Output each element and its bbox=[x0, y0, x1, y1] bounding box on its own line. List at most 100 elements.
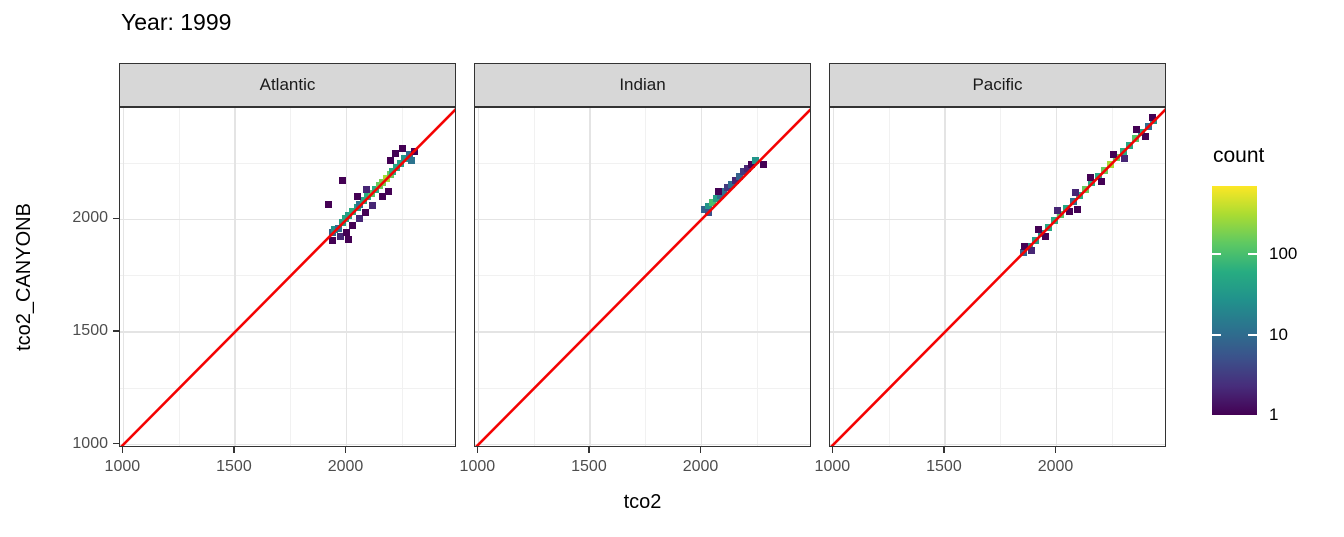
facet-strip-label: Pacific bbox=[972, 75, 1023, 94]
y-tick-mark bbox=[113, 442, 119, 445]
x-axis-title: tco2 bbox=[623, 491, 662, 513]
facet-strip-indian: Indian bbox=[474, 63, 811, 107]
count-bin bbox=[1066, 208, 1074, 216]
x-tick-label: 1000 bbox=[104, 458, 141, 475]
gridline-minor bbox=[120, 387, 455, 389]
count-bin bbox=[1074, 205, 1082, 213]
facet-strip-atlantic: Atlantic bbox=[119, 63, 456, 107]
count-bin bbox=[1071, 188, 1079, 196]
gridline-major bbox=[475, 218, 810, 221]
count-bin bbox=[339, 177, 347, 185]
count-bin bbox=[1086, 174, 1094, 182]
count-bin bbox=[1109, 150, 1117, 158]
gridline-minor bbox=[533, 108, 535, 446]
x-tick-label: 1500 bbox=[571, 458, 607, 475]
legend-tick-label: 100 bbox=[1269, 244, 1298, 264]
y-tick-label: 1000 bbox=[72, 434, 108, 452]
count-bin bbox=[752, 156, 760, 164]
gridline-major bbox=[120, 443, 455, 446]
gridline-major bbox=[477, 108, 480, 446]
x-tick-label: 2000 bbox=[327, 458, 364, 475]
facet-panel-indian bbox=[474, 107, 811, 447]
x-tick-mark bbox=[476, 447, 479, 453]
x-tick-mark bbox=[121, 447, 124, 453]
count-bin bbox=[1148, 113, 1156, 121]
count-bin bbox=[715, 187, 723, 195]
count-bin bbox=[1032, 236, 1040, 244]
count-bin bbox=[361, 208, 369, 216]
gridline-major bbox=[120, 218, 455, 221]
count-bin bbox=[1041, 232, 1049, 240]
count-bin bbox=[349, 222, 357, 230]
facet-panel-atlantic bbox=[119, 107, 456, 447]
gridline-minor bbox=[830, 162, 1165, 164]
facet-strip-label: Indian bbox=[619, 75, 666, 94]
x-tick-label: 1500 bbox=[216, 458, 252, 475]
count-bin bbox=[324, 200, 332, 208]
plot-title: Year: 1999 bbox=[121, 9, 232, 35]
count-bin bbox=[1100, 166, 1108, 174]
y-tick-mark bbox=[113, 217, 119, 220]
count-bin bbox=[343, 228, 351, 236]
legend-tick-mark bbox=[1248, 253, 1257, 256]
legend-title: count bbox=[1213, 144, 1265, 167]
x-tick-mark bbox=[943, 447, 945, 453]
legend-colorbar bbox=[1212, 186, 1257, 415]
x-tick-label: 2000 bbox=[1037, 458, 1074, 475]
gridline-minor bbox=[830, 275, 1165, 277]
gridline-major bbox=[589, 108, 591, 446]
identity-line bbox=[475, 108, 810, 446]
gridline-major bbox=[234, 108, 236, 446]
count-bin bbox=[399, 145, 407, 153]
gridline-minor bbox=[830, 387, 1165, 389]
y-axis-title: tco2_CANYONB bbox=[13, 203, 35, 351]
count-bin bbox=[368, 202, 376, 210]
gridline-major bbox=[345, 108, 348, 446]
gridline-minor bbox=[475, 275, 810, 277]
count-bin bbox=[363, 186, 371, 194]
facet-panel-pacific bbox=[829, 107, 1166, 447]
gridline-major bbox=[832, 108, 835, 446]
x-tick-label: 1000 bbox=[814, 458, 851, 475]
count-bin bbox=[1119, 147, 1127, 155]
gridline-major bbox=[120, 331, 455, 333]
count-bin bbox=[1069, 198, 1077, 206]
count-bin bbox=[411, 148, 419, 156]
gridline-minor bbox=[888, 108, 890, 446]
x-tick-label: 1000 bbox=[459, 458, 496, 475]
count-bin bbox=[1082, 185, 1090, 193]
count-bin bbox=[329, 236, 337, 244]
gridline-minor bbox=[1000, 108, 1002, 446]
legend-tick-label: 1 bbox=[1269, 405, 1279, 424]
count-bin bbox=[345, 235, 353, 243]
x-tick-mark bbox=[588, 447, 590, 453]
gridline-minor bbox=[120, 275, 455, 277]
count-bin bbox=[1125, 141, 1133, 149]
legend-tick-label: 10 bbox=[1269, 324, 1288, 344]
gridline-major bbox=[1055, 108, 1058, 446]
x-tick-label: 2000 bbox=[682, 458, 719, 475]
gridline-minor bbox=[475, 387, 810, 389]
x-tick-mark bbox=[233, 447, 235, 453]
count-bin bbox=[1054, 206, 1062, 214]
count-bin bbox=[1050, 217, 1058, 225]
count-bin bbox=[387, 157, 395, 165]
gridline-major bbox=[475, 331, 810, 333]
gridline-minor bbox=[120, 162, 455, 164]
x-tick-mark bbox=[1054, 447, 1057, 453]
count-bin bbox=[1020, 242, 1028, 250]
count-bin bbox=[392, 149, 400, 157]
legend-tick-mark bbox=[1212, 253, 1221, 256]
facet-strip-label: Atlantic bbox=[259, 75, 316, 94]
count-bin bbox=[1142, 132, 1150, 140]
count-bin bbox=[385, 187, 393, 195]
gridline-minor bbox=[290, 108, 292, 446]
count-bin bbox=[356, 214, 364, 222]
count-bin bbox=[1028, 247, 1036, 255]
count-bin bbox=[1019, 249, 1027, 257]
x-tick-mark bbox=[831, 447, 834, 453]
x-tick-mark bbox=[344, 447, 347, 453]
count-bin bbox=[1097, 177, 1105, 185]
y-tick-label: 1500 bbox=[72, 322, 108, 340]
y-tick-mark bbox=[113, 330, 119, 332]
